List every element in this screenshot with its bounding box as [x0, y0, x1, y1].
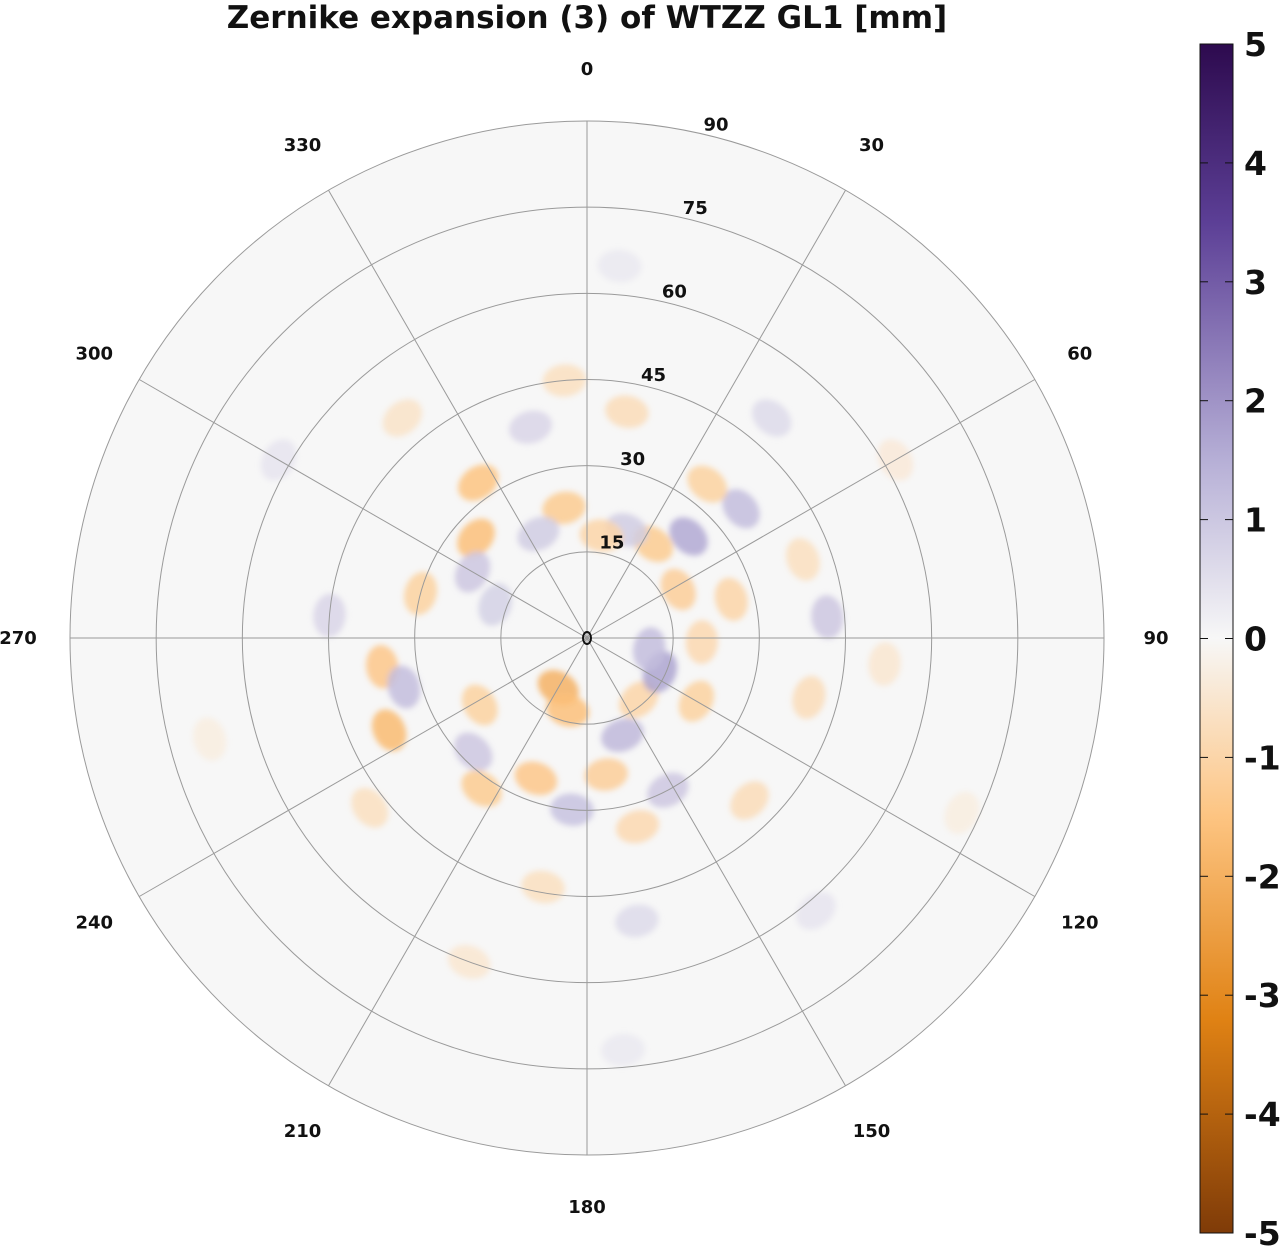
- radial-tick-label: 75: [683, 198, 708, 219]
- azimuth-tick-label: 180: [568, 1197, 606, 1218]
- heatmap-blob: [521, 870, 565, 904]
- colorbar-tick-label: 4: [1244, 144, 1267, 183]
- colorbar-tick-label: -4: [1244, 1095, 1280, 1134]
- heatmap-blob: [616, 810, 660, 844]
- heatmap-blob: [454, 732, 493, 771]
- heatmap-blob: [461, 770, 502, 807]
- azimuth-tick-label: 120: [1061, 913, 1099, 934]
- heatmap-blob: [615, 904, 659, 938]
- heatmap-blob: [382, 399, 423, 437]
- colorbar-tick-label: -2: [1244, 857, 1280, 896]
- heatmap-blob: [542, 491, 586, 525]
- heatmap-blob: [868, 642, 901, 686]
- azimuth-tick-label: 240: [75, 913, 113, 934]
- heatmap-blob: [669, 517, 708, 556]
- heatmap-blob: [811, 595, 844, 639]
- heatmap-blob: [660, 568, 696, 611]
- colorbar-tick-label: 1: [1244, 501, 1267, 540]
- heatmap-blob: [687, 465, 728, 503]
- azimuth-tick-labels: 0 30 60 90 120 150 180 210 240 270 300 330: [0, 59, 1169, 1218]
- colorbar-tick-label: -3: [1244, 976, 1280, 1015]
- azimuth-tick-label: 150: [853, 1121, 891, 1142]
- heatmap-blob: [371, 709, 407, 752]
- colorbar-tick-label: -5: [1244, 1214, 1280, 1249]
- azimuth-grid-spoke: [328, 637, 588, 1086]
- heatmap-blob: [792, 675, 826, 719]
- radial-tick-label: 90: [704, 114, 729, 135]
- colorbar-tick-label: -1: [1244, 738, 1280, 777]
- colorbar: 5 4 3 2 1 0 -1 -2 -3 -4 -5: [1199, 25, 1280, 1249]
- radial-tick-label: 60: [662, 282, 687, 303]
- radial-tick-label: 30: [620, 449, 645, 470]
- azimuth-tick-label: 0: [581, 59, 594, 80]
- heatmap-blob: [387, 665, 421, 709]
- azimuth-grid-spoke: [139, 379, 588, 639]
- heatmap-blob: [601, 1033, 645, 1067]
- center-marker: [582, 631, 592, 645]
- azimuth-tick-label: 270: [0, 628, 37, 649]
- azimuth-tick-label: 30: [859, 135, 884, 156]
- azimuth-grid-spoke: [586, 637, 846, 1086]
- heatmap-blob: [751, 399, 792, 437]
- heatmap-blob: [193, 717, 227, 761]
- azimuth-grid-spoke: [586, 379, 1035, 639]
- azimuth-tick-label: 210: [284, 1121, 322, 1142]
- colorbar-tick-label: 3: [1244, 263, 1267, 302]
- heatmap-blob: [685, 620, 718, 664]
- polar-grid: [69, 120, 1105, 1156]
- colorbar-tick-label: 2: [1244, 382, 1267, 421]
- azimuth-tick-label: 60: [1067, 344, 1092, 365]
- heatmap-blob: [944, 791, 980, 834]
- heatmap-blob: [584, 758, 628, 791]
- azimuth-grid-spoke: [586, 190, 846, 639]
- colorbar-tick-label: 5: [1244, 25, 1267, 64]
- heatmap-blob: [714, 577, 748, 621]
- azimuth-grid-spoke: [328, 190, 588, 639]
- chart-title: Zernike expansion (3) of WTZZ GL1 [mm]: [227, 0, 947, 36]
- heatmap-blob: [730, 781, 769, 820]
- radial-tick-label: 15: [599, 532, 624, 553]
- azimuth-grid-spoke: [586, 637, 1035, 897]
- heatmap-blob: [722, 489, 760, 529]
- heatmap-blob: [351, 787, 389, 828]
- azimuth-tick-label: 300: [75, 344, 113, 365]
- heatmap-blob: [597, 249, 642, 283]
- heatmap-blob: [514, 761, 558, 796]
- heatmap-blob: [458, 464, 499, 501]
- heatmap-blob: [605, 395, 649, 429]
- heatmap-blob: [509, 410, 552, 444]
- azimuth-tick-label: 330: [284, 135, 322, 156]
- azimuth-tick-label: 90: [1143, 628, 1168, 649]
- heatmap-blob: [786, 538, 820, 581]
- radial-tick-labels: 15 30 45 60 75 90: [599, 114, 728, 553]
- colorbar-ticks: 5 4 3 2 1 0 -1 -2 -3 -4 -5: [1200, 25, 1280, 1249]
- heatmap-blob: [457, 518, 495, 558]
- heatmap-blob: [579, 519, 624, 552]
- heatmap-blob: [517, 516, 560, 552]
- radial-tick-label: 45: [641, 365, 666, 386]
- colorbar-tick-label: 0: [1244, 620, 1267, 659]
- heatmap-blob: [601, 718, 644, 753]
- azimuth-grid-spoke: [139, 637, 588, 897]
- heatmap-blob: [796, 892, 836, 930]
